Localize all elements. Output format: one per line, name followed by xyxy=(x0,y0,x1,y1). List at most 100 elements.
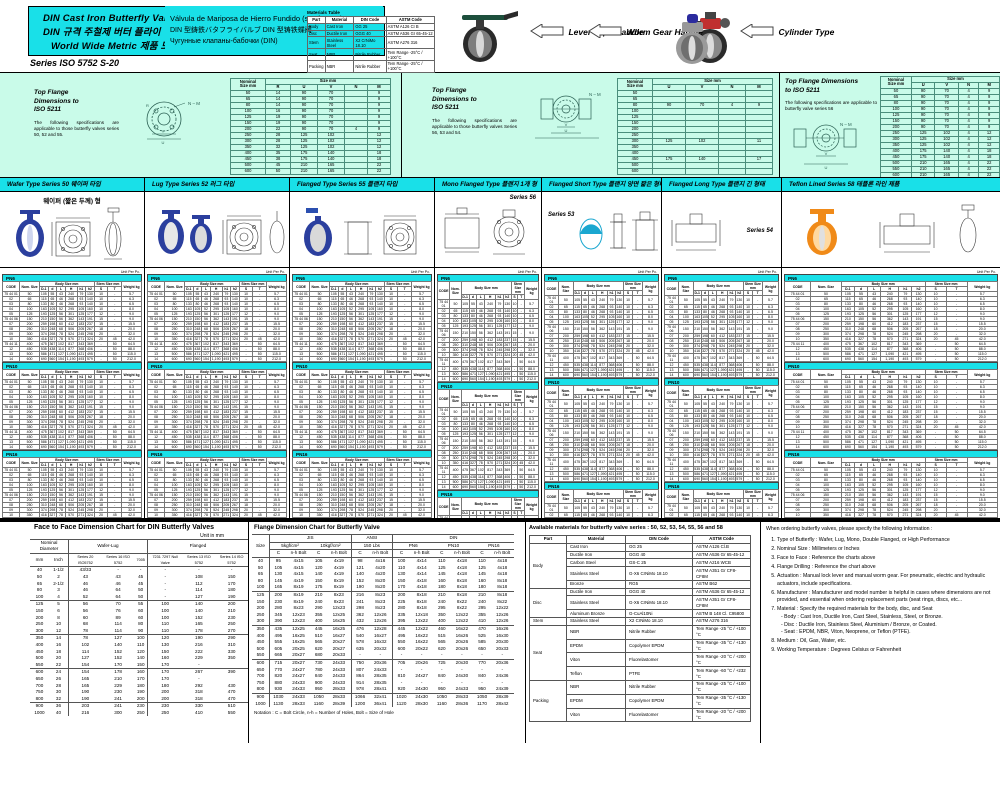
cell: 374 xyxy=(39,419,49,425)
table-row: 13 500 586 471 127 1,090 421 495-50 115.0 xyxy=(544,367,660,373)
cell: 105 xyxy=(468,318,478,324)
cell: 369 xyxy=(230,429,240,435)
banner-flanged-long[interactable]: Flanged Long Type 플랜지 긴 형태 xyxy=(662,178,782,191)
cell: 230 xyxy=(147,702,183,710)
ordering-notes: When ordering butterfly valves, please s… xyxy=(766,526,992,655)
banner-lug-type[interactable]: Lug Type Series 52 러그 타입 xyxy=(145,178,290,191)
cell: 367 xyxy=(853,517,869,518)
cell: - xyxy=(632,428,643,438)
cell: 90 xyxy=(910,111,936,119)
col-nom: Nom. Size xyxy=(677,385,694,400)
cell: 1,090 xyxy=(484,371,496,377)
cell: X2 CrNiMo 18.10 xyxy=(625,617,693,626)
cell: 310 xyxy=(572,338,582,344)
sub-D-1: D-1 xyxy=(184,374,194,380)
cell: 914 xyxy=(356,679,364,685)
cell: 150 xyxy=(557,324,574,334)
cell: 324 xyxy=(85,336,95,342)
table-row: 50 90 70 4 9 xyxy=(880,87,1000,95)
table-row: 04 100 163 105 52 295 105 160 10-8.0 xyxy=(146,482,287,488)
cell: 400 xyxy=(35,642,44,648)
col-nom: Nom. Size xyxy=(810,369,842,380)
cell: 14 xyxy=(783,356,812,362)
cell: 64.5 xyxy=(641,353,660,363)
table-row: 50 105 4x15 120 4x19 121 4x20 110 4x14 125 4x18 125… xyxy=(252,564,514,571)
cell: 127 xyxy=(708,367,718,373)
cell: 133 xyxy=(572,413,582,419)
col-astm-code: ASTM Code xyxy=(692,535,751,544)
cell: 416 xyxy=(572,348,582,354)
cell: 578 xyxy=(356,639,364,645)
svg-text:V: V xyxy=(162,129,165,134)
cell: 930 xyxy=(274,686,283,692)
unit-label: Unit Per Pc. xyxy=(265,270,285,274)
cell: 12x26 xyxy=(495,618,509,624)
cell: 120 xyxy=(147,634,183,642)
cell: - xyxy=(238,444,254,450)
cell: 160 xyxy=(161,655,170,661)
cell: 471 xyxy=(700,471,710,477)
table-row: 75 44 06 150 210 150 56 362 143 191 15-9.0 xyxy=(146,492,287,498)
cell: NBR xyxy=(566,679,626,695)
cell: 127 xyxy=(81,655,90,661)
cell: 56 xyxy=(68,600,102,608)
cell: - xyxy=(501,679,503,685)
cell: 170 xyxy=(134,675,148,683)
cell: 75 44 11 xyxy=(1,429,21,435)
cell: 75 44 11 xyxy=(436,465,451,475)
cell: 600 xyxy=(164,356,186,362)
cell: 560 xyxy=(337,444,348,450)
unit-label: Unit Per Pc. xyxy=(410,270,430,274)
cell: 864 xyxy=(356,673,364,679)
cell: 500 xyxy=(252,645,270,653)
cell: 450 xyxy=(35,648,44,654)
cell: 4x18 xyxy=(456,564,467,570)
part-cell: Packing xyxy=(529,679,567,723)
banner-flanged-short[interactable]: Flanged Short Type 플랜지 양면 짧은 형태 xyxy=(542,178,662,191)
cell: 8x18 xyxy=(497,584,508,590)
cell: 400 xyxy=(314,618,323,624)
cell: 298 xyxy=(580,343,590,349)
cell: - xyxy=(752,503,763,513)
cell: 200 xyxy=(392,590,410,599)
banner-wafer-type[interactable]: Wafer Type Series 50 웨이퍼 타입 xyxy=(0,178,145,191)
table-row: 13 500 586 471 127 1,090 421 495-50 115.0 xyxy=(1,351,142,357)
cell: 205 xyxy=(727,338,736,344)
cell: 300 xyxy=(252,618,270,626)
cell: 800 xyxy=(252,686,270,694)
cell: 690 xyxy=(184,356,194,362)
cell: 368 xyxy=(727,362,736,368)
cell: 12x23 xyxy=(292,618,305,624)
cell: 330 xyxy=(227,648,236,654)
cell: 133 xyxy=(39,477,49,483)
cell: 310 xyxy=(460,450,470,456)
cell: G-X6 CrNiMo 18.10 xyxy=(625,566,693,581)
cell: 310 xyxy=(39,414,49,420)
banner-teflon-lined[interactable]: Teflon Lined Series 58 테플론 라인 제품 xyxy=(789,181,900,188)
cell: 24x36 xyxy=(495,673,509,679)
cell: 493 xyxy=(898,444,913,450)
cell: Stainless Steel xyxy=(566,566,626,581)
cell: 374 xyxy=(460,455,470,461)
cell: Viton xyxy=(566,707,626,723)
cell: 579 xyxy=(614,372,624,378)
cell: 880 xyxy=(274,679,283,685)
cell: 310 xyxy=(692,338,702,344)
cell: 298 xyxy=(614,343,624,349)
cell: ASTM A216 WCB xyxy=(692,558,751,568)
cell: 267 xyxy=(502,450,512,456)
cell: 1,190 xyxy=(880,356,900,362)
table-subheader-row: 5kgf/cm² 10kgf/cm² 150 Lbs PN6 PN10 PN16 xyxy=(252,542,514,551)
cell: 105 xyxy=(727,314,736,320)
cell: 140 xyxy=(85,477,95,483)
cell: 920 xyxy=(397,686,406,692)
cell: 406 xyxy=(375,434,385,440)
cell: 75 44 11 xyxy=(291,429,311,435)
banner-mono-flanged[interactable]: Mono Flanged Type 플랜지 1개 형 xyxy=(435,178,542,191)
cell: 750 xyxy=(252,679,270,687)
banner-flanged-type[interactable]: Flanged Type Series 55 플랜지 타입 xyxy=(290,178,435,191)
cell: 114 xyxy=(201,346,211,352)
cell: 16x22 xyxy=(415,639,428,645)
